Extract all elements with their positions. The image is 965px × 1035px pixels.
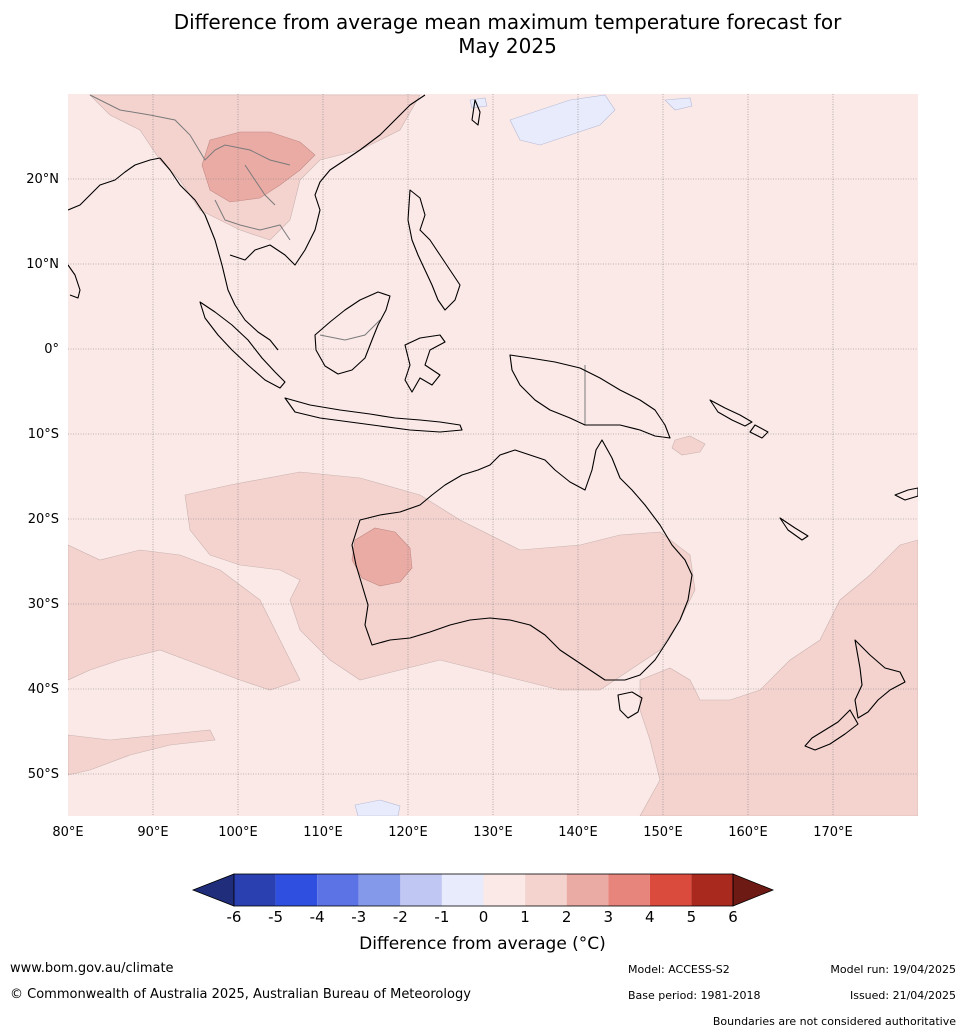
colorbar-segment <box>483 874 526 906</box>
lat-label: 20°S <box>28 512 59 527</box>
lat-label: 0° <box>44 342 59 357</box>
lon-label: 160°E <box>728 825 768 840</box>
lon-label: 100°E <box>218 825 258 840</box>
colorbar-extend-low <box>191 873 235 907</box>
colorbar-title: Difference from average (°C) <box>359 934 606 954</box>
colorbar-tick-label: 5 <box>687 908 697 926</box>
footer-base-period: Base period: 1981-2018 <box>628 989 761 1002</box>
colorbar-segment <box>441 874 484 906</box>
colorbar-tick-label: 2 <box>562 908 572 926</box>
colorbar-segment <box>525 874 567 906</box>
colorbar-tick-label: 3 <box>603 908 613 926</box>
colorbar-tick-label: -4 <box>310 908 325 926</box>
lat-label: 10°N <box>26 257 59 272</box>
colorbar-segment <box>275 874 318 906</box>
colorbar-segment <box>358 874 401 906</box>
colorbar-tick-label: -1 <box>434 908 449 926</box>
colorbar-segment <box>234 874 276 906</box>
lon-label: 80°E <box>52 825 83 840</box>
lat-label: 10°S <box>28 427 59 442</box>
lon-label: 140°E <box>558 825 598 840</box>
colorbar: -6 -5 -4 -3 -2 -1 0 1 2 3 4 5 6 <box>191 873 775 926</box>
colorbar-segment <box>691 874 733 906</box>
colorbar-tick-label: 0 <box>479 908 489 926</box>
lon-label: 120°E <box>388 825 428 840</box>
anomaly-neg1-0-regions <box>354 94 693 816</box>
chart-title: Difference from average mean maximum tem… <box>0 10 965 58</box>
colorbar-tick-label: -6 <box>227 908 242 926</box>
colorbar-frame <box>233 873 734 907</box>
country-borders <box>89 94 586 425</box>
footer-disclaimer: Boundaries are not considered authoritat… <box>712 1015 956 1028</box>
title-line-1: Difference from average mean maximum tem… <box>173 10 842 34</box>
colorbar-extend-high <box>732 873 775 907</box>
lon-label: 90°E <box>137 825 168 840</box>
title-line-2: May 2025 <box>458 34 557 58</box>
colorbar-tick-label: 4 <box>645 908 655 926</box>
footer-model-run: Model run: 19/04/2025 <box>830 963 956 976</box>
colorbar-tick-label: -5 <box>268 908 283 926</box>
footer-model: Model: ACCESS-S2 <box>628 963 730 976</box>
colorbar-tick-label: -3 <box>351 908 366 926</box>
colorbar-segment <box>317 874 359 906</box>
anomaly-2-3-regions <box>201 131 413 587</box>
lon-label: 130°E <box>473 825 513 840</box>
map-area <box>68 94 918 816</box>
lat-label: 20°N <box>26 172 59 187</box>
colorbar-tick-label: 1 <box>520 908 530 926</box>
lat-label: 50°S <box>28 767 59 782</box>
footer-copyright: © Commonwealth of Australia 2025, Austra… <box>10 987 471 1002</box>
colorbar-segment <box>400 874 442 906</box>
lon-labels: 80°E 90°E 100°E 110°E 120°E 130°E 140°E … <box>52 825 852 840</box>
coastlines <box>68 94 918 751</box>
colorbar-tick-label: -2 <box>393 908 408 926</box>
lat-label: 30°S <box>28 597 59 612</box>
lon-label: 150°E <box>643 825 683 840</box>
footer-issued: Issued: 21/04/2025 <box>849 989 956 1002</box>
anomaly-1-2-regions <box>68 94 918 816</box>
colorbar-tick-label: 6 <box>728 908 738 926</box>
lat-label: 40°S <box>28 682 59 697</box>
footer-website[interactable]: www.bom.gov.au/climate <box>10 961 174 976</box>
graticule <box>68 94 918 816</box>
colorbar-segment <box>608 874 650 906</box>
colorbar-segment <box>566 874 609 906</box>
colorbar-segment <box>649 874 692 906</box>
lon-label: 170°E <box>813 825 853 840</box>
lat-labels: 20°N 10°N 0° 10°S 20°S 30°S 40°S 50°S <box>26 172 59 782</box>
lon-label: 110°E <box>303 825 343 840</box>
